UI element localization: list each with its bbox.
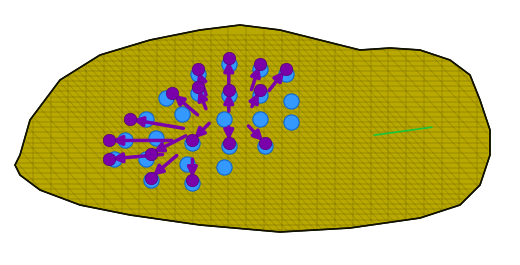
Point — [193, 91, 202, 95]
Point — [110, 157, 119, 161]
Point — [225, 61, 233, 66]
Point — [256, 93, 264, 98]
Point — [147, 178, 155, 182]
Point — [287, 120, 295, 124]
Point — [188, 178, 197, 182]
Point — [188, 138, 197, 143]
Point — [256, 61, 264, 66]
Point — [256, 67, 264, 71]
Point — [141, 157, 150, 161]
Point — [193, 85, 202, 90]
Point — [152, 136, 160, 140]
Point — [219, 117, 228, 121]
Point — [225, 93, 233, 98]
Point — [105, 138, 113, 143]
Point — [162, 96, 171, 100]
Point — [287, 99, 295, 103]
Point — [225, 144, 233, 148]
Point — [167, 91, 176, 95]
Point — [147, 175, 155, 180]
Point — [178, 112, 186, 116]
Point — [147, 152, 155, 156]
Point — [121, 138, 129, 143]
Point — [188, 181, 197, 185]
Point — [225, 88, 233, 92]
Point — [193, 72, 202, 76]
Point — [183, 162, 191, 166]
Point — [225, 141, 233, 145]
Point — [105, 157, 113, 161]
Point — [256, 88, 264, 92]
Point — [282, 67, 290, 71]
Point — [261, 144, 269, 148]
Point — [141, 117, 150, 121]
Point — [188, 141, 197, 145]
Polygon shape — [15, 25, 490, 232]
Point — [261, 141, 269, 145]
Point — [282, 72, 290, 76]
Point — [126, 117, 134, 121]
Point — [225, 56, 233, 60]
Point — [256, 117, 264, 121]
Point — [219, 165, 228, 169]
Point — [193, 67, 202, 71]
